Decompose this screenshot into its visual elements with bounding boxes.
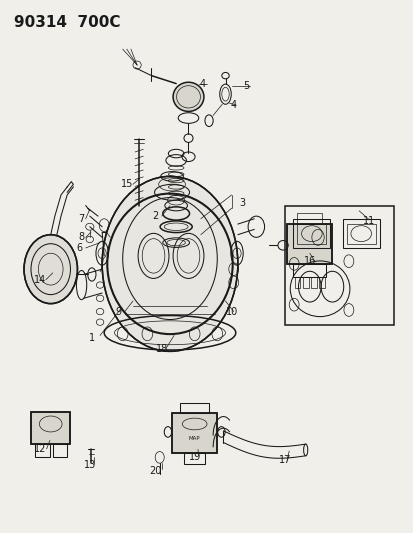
Bar — [180, 403, 209, 414]
Bar — [172, 414, 217, 453]
Circle shape — [102, 176, 237, 351]
Bar — [302, 277, 308, 288]
Text: 16: 16 — [303, 256, 315, 266]
Bar — [287, 224, 332, 264]
Text: 14: 14 — [34, 274, 47, 285]
Text: MAP: MAP — [188, 436, 200, 441]
Text: 5: 5 — [242, 81, 249, 91]
Text: 11: 11 — [363, 216, 375, 227]
Bar — [31, 413, 70, 444]
Text: 2: 2 — [152, 211, 158, 221]
Text: 12: 12 — [34, 445, 47, 455]
Text: 19: 19 — [188, 453, 200, 463]
Bar — [318, 277, 324, 288]
Bar — [184, 453, 204, 464]
Text: 7: 7 — [78, 214, 85, 224]
Circle shape — [24, 235, 77, 304]
Bar — [293, 219, 330, 248]
Text: 4: 4 — [230, 100, 236, 110]
Text: 1: 1 — [88, 333, 95, 343]
Text: 15: 15 — [120, 179, 133, 189]
Text: 6: 6 — [76, 243, 82, 253]
Bar — [293, 264, 325, 277]
Bar — [310, 277, 316, 288]
Bar — [297, 214, 321, 224]
Bar — [294, 277, 299, 288]
Text: 4: 4 — [199, 78, 205, 88]
Bar — [342, 219, 379, 248]
Text: 90314  700C: 90314 700C — [14, 14, 120, 30]
Bar — [285, 206, 393, 325]
Bar — [346, 224, 375, 244]
Text: 9: 9 — [115, 306, 121, 317]
Text: 20: 20 — [149, 466, 161, 475]
Text: 18: 18 — [155, 344, 168, 354]
Bar — [287, 224, 332, 264]
Text: 17: 17 — [278, 455, 291, 465]
Bar — [172, 414, 217, 453]
Bar — [53, 444, 67, 457]
Text: 13: 13 — [83, 461, 96, 470]
Bar — [35, 444, 50, 457]
Bar — [31, 413, 70, 444]
Ellipse shape — [173, 82, 204, 111]
Text: 3: 3 — [238, 198, 244, 208]
Text: 8: 8 — [78, 232, 84, 243]
Text: 10: 10 — [225, 306, 237, 317]
Bar — [297, 224, 325, 244]
